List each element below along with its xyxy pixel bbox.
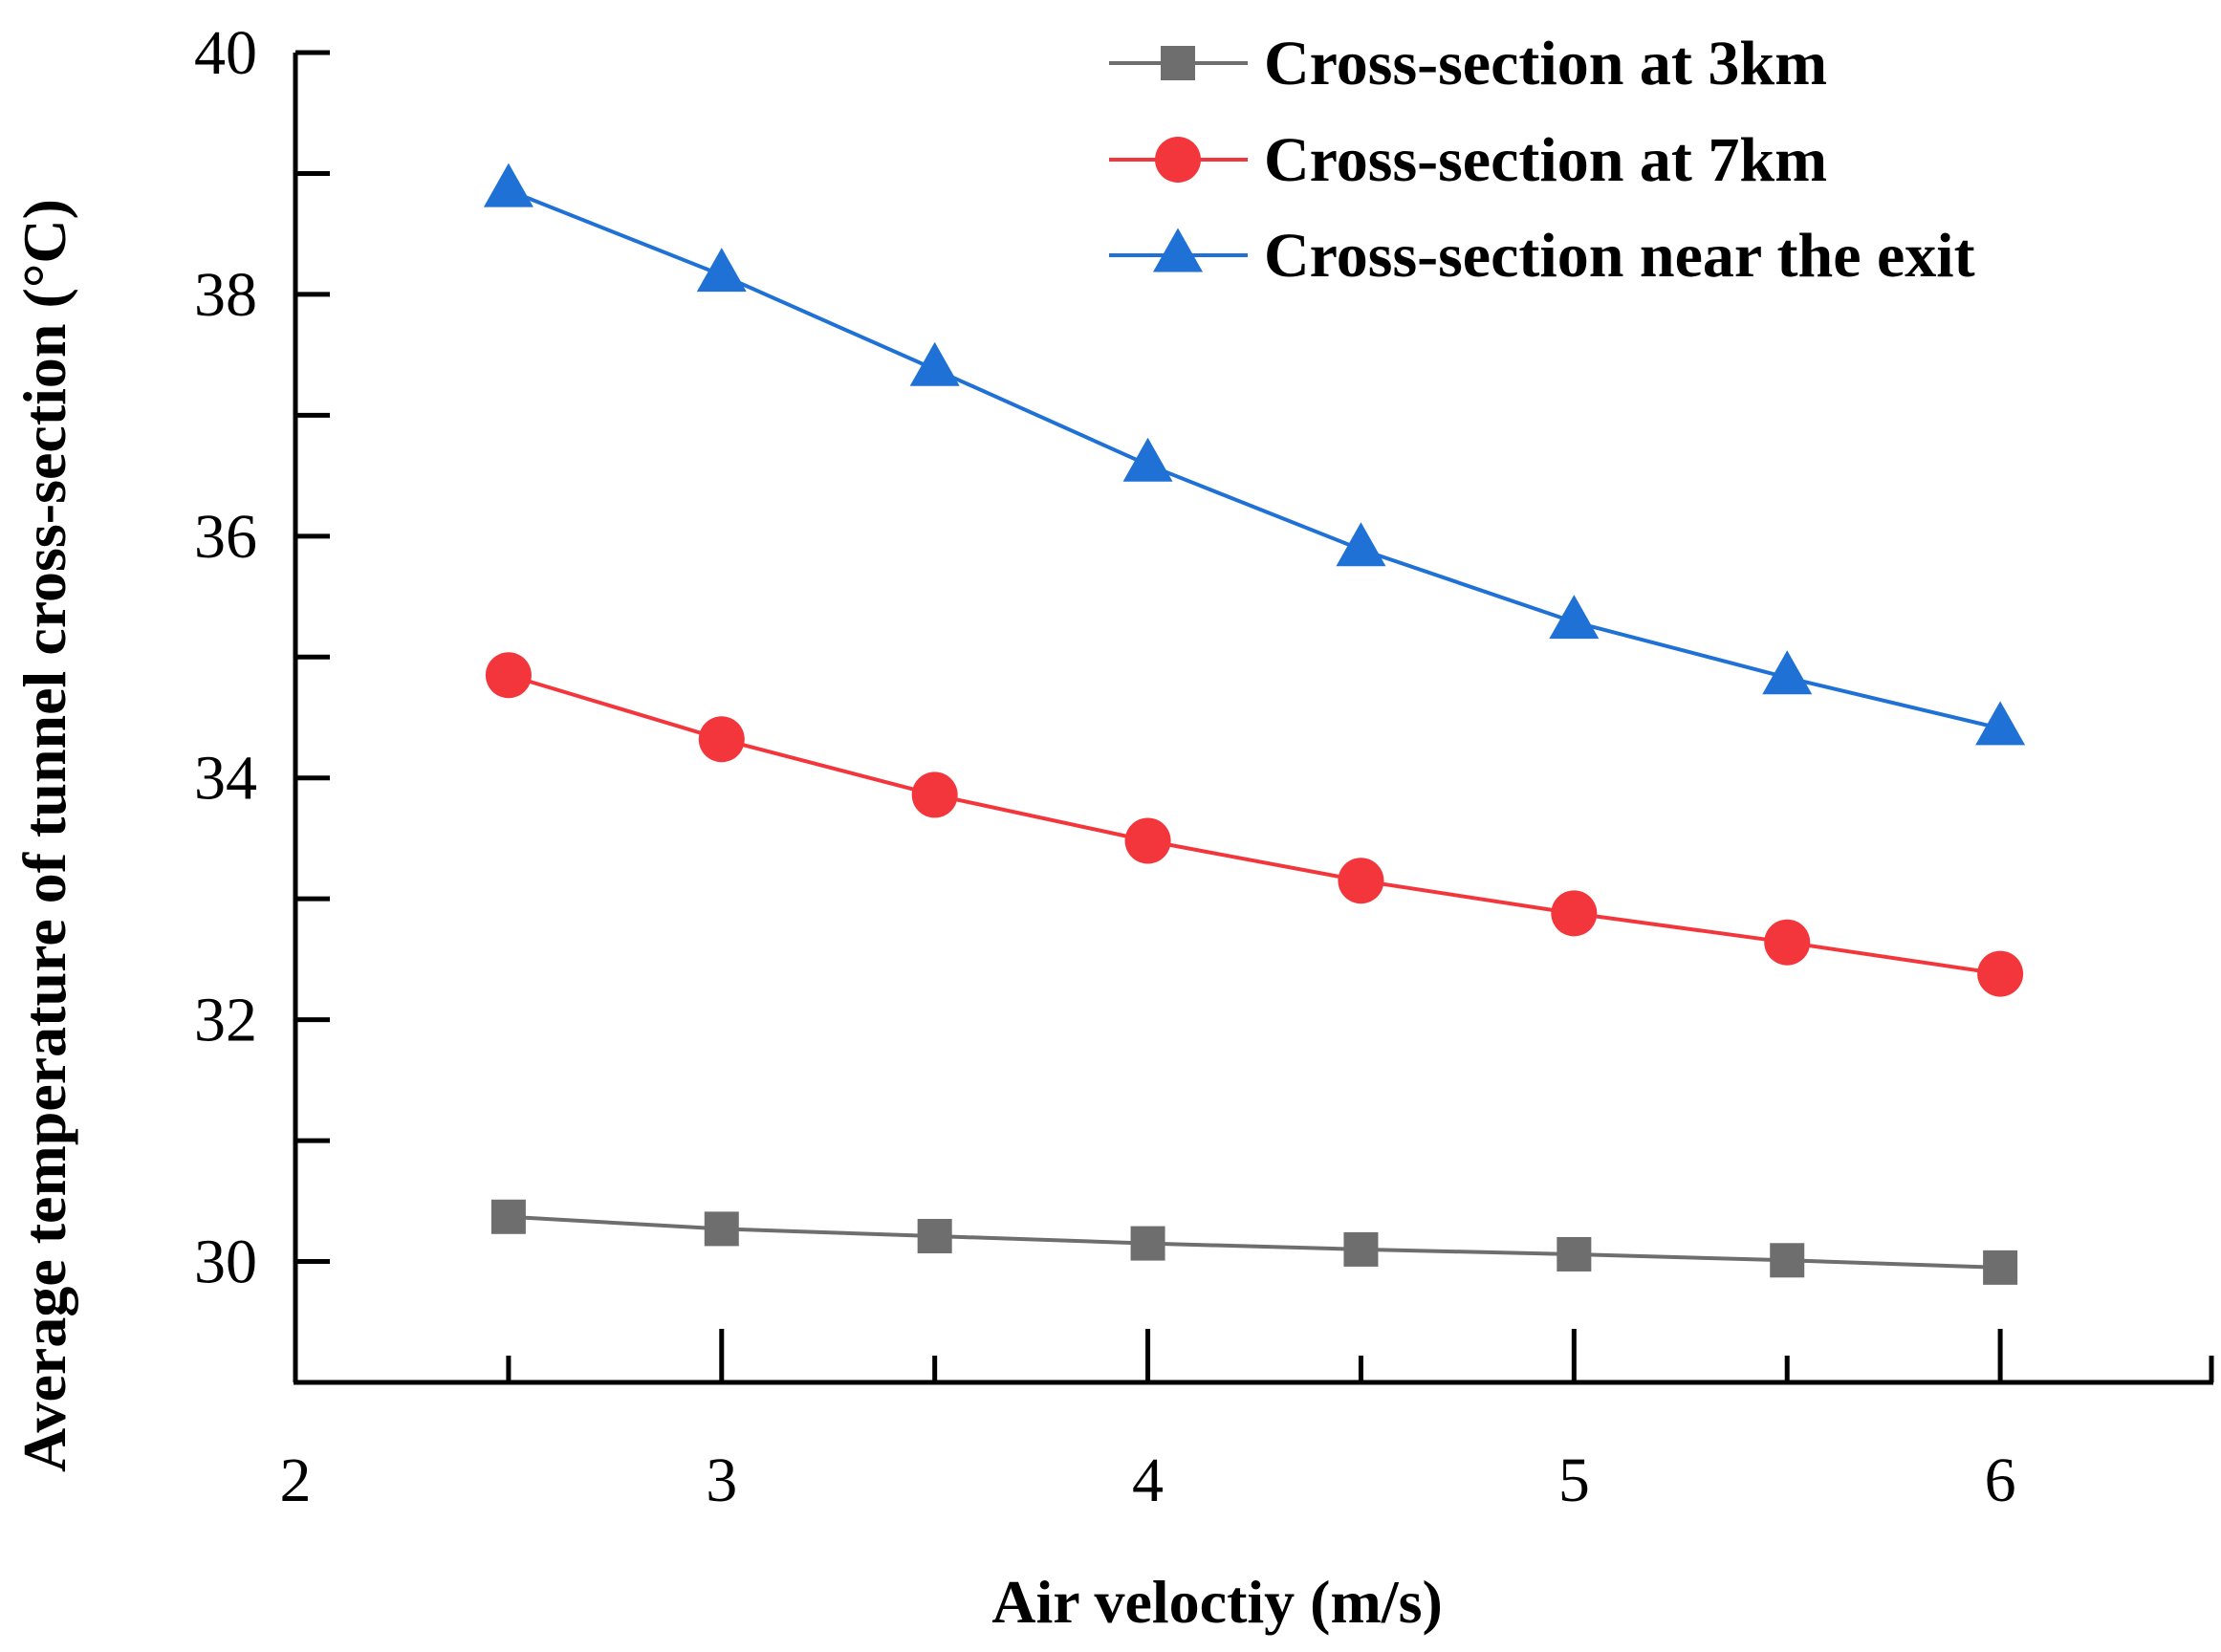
legend-label: Cross-section near the exit (1264, 221, 1975, 291)
x-tick-label: 2 (280, 1446, 312, 1515)
data-point (490, 1199, 526, 1234)
data-point (704, 1211, 739, 1247)
data-point (1551, 890, 1598, 937)
data-point (698, 716, 745, 763)
data-point (1557, 1236, 1592, 1272)
data-point (1983, 1250, 2018, 1285)
data-point (1122, 437, 1173, 482)
x-tick-label: 5 (1558, 1446, 1590, 1515)
series-1 (490, 1199, 2018, 1285)
data-point (485, 652, 532, 699)
y-tick-label: 38 (194, 260, 257, 330)
data-point (1977, 950, 2024, 997)
data-point (696, 248, 747, 293)
series-line (508, 188, 2001, 730)
data-point (1130, 1226, 1165, 1261)
legend-marker (1153, 228, 1203, 272)
y-axis-title: Average temperature of tunnel cross-sect… (11, 199, 78, 1472)
x-tick-label: 3 (706, 1446, 737, 1515)
data-point (1975, 701, 2026, 746)
data-point (1549, 595, 1600, 640)
data-point (1762, 650, 1813, 695)
axis-labels: Air veloctiy (m/s) Average temperature o… (11, 199, 1443, 1636)
data-point (1770, 1243, 1805, 1278)
x-axis-title: Air veloctiy (m/s) (991, 1568, 1443, 1636)
series-line (508, 1214, 2001, 1270)
x-tick-label: 4 (1132, 1446, 1164, 1515)
data-point (1764, 919, 1811, 966)
data-point (483, 163, 533, 207)
data-point (911, 772, 958, 818)
data-point (917, 1218, 952, 1253)
legend: Cross-section at 3km Cross-section at 7km… (1109, 29, 1975, 291)
legend-label: Cross-section at 7km (1264, 125, 1827, 195)
y-tick-label: 32 (194, 986, 257, 1055)
data-point (1343, 1231, 1379, 1267)
series-2 (485, 652, 2024, 997)
series-line (508, 673, 2001, 976)
legend-entry-3: Cross-section near the exit (1109, 221, 1975, 291)
y-tick-label: 34 (194, 744, 257, 814)
legend-marker (1155, 137, 1201, 183)
y-tick-label: 40 (194, 18, 257, 88)
legend-entry-2: Cross-section at 7km (1109, 125, 1827, 195)
y-tick-label: 36 (194, 502, 257, 572)
data-point (1338, 858, 1384, 904)
series-3 (483, 163, 2026, 746)
y-tick-label: 30 (194, 1228, 257, 1297)
data-point (909, 341, 960, 386)
data-point (1124, 817, 1171, 864)
legend-marker (1161, 46, 1195, 80)
legend-label: Cross-section at 3km (1264, 29, 1827, 98)
x-tick-label: 6 (1985, 1446, 2016, 1515)
series-group (483, 163, 2026, 1285)
data-point (1336, 522, 1386, 567)
legend-entry-1: Cross-section at 3km (1109, 29, 1827, 98)
